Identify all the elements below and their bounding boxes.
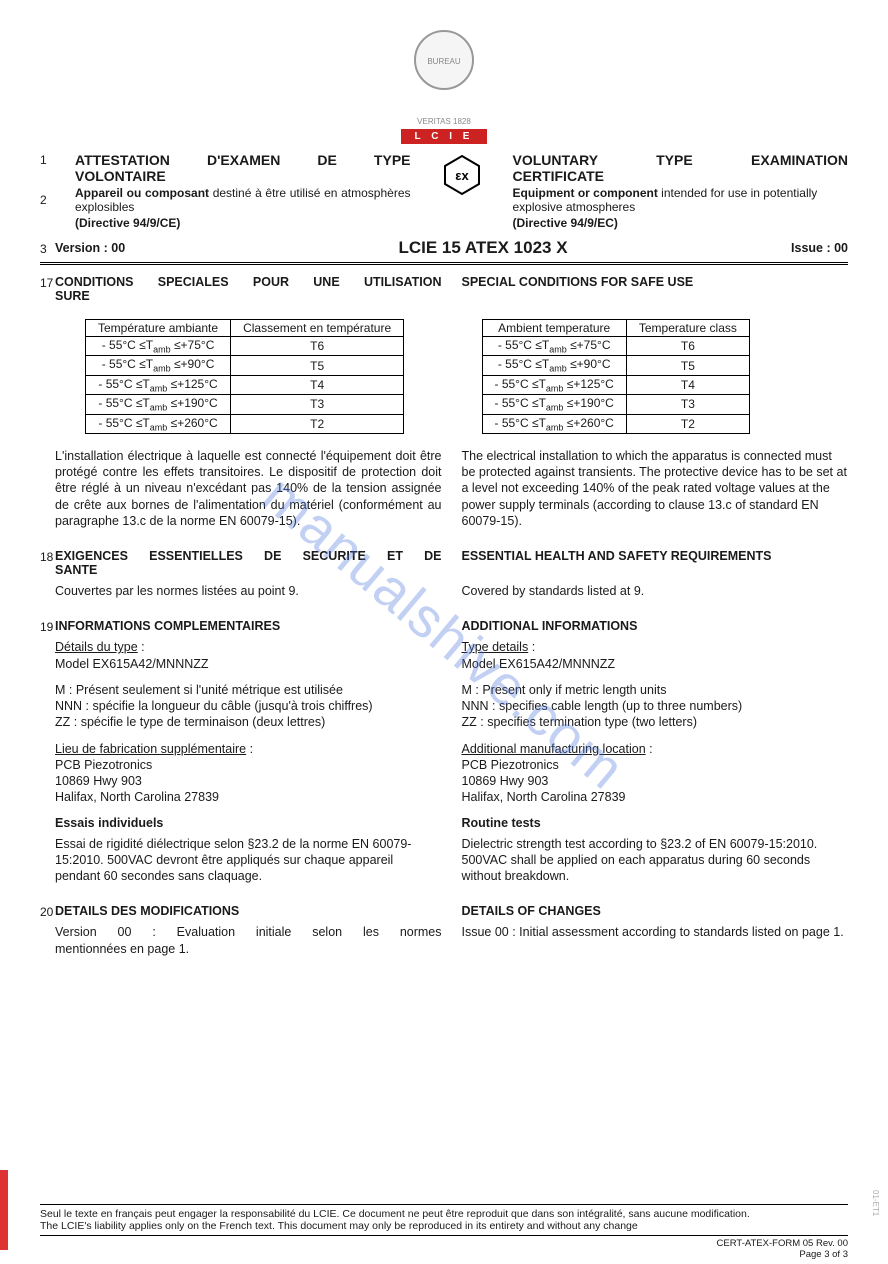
header-block: 1 ATTESTATION D'EXAMEN DE TYPE VOLONTAIR…	[40, 152, 848, 230]
header-en: VOLUNTARY TYPE EXAMINATION CERTIFICATE E…	[503, 152, 849, 230]
num-19: 19	[40, 619, 55, 634]
s18-title-en: ESSENTIAL HEALTH AND SAFETY REQUIREMENTS	[462, 549, 849, 563]
version-fr: Version : 00	[55, 241, 175, 255]
ex-icon: εx	[441, 154, 483, 196]
footer-line2: The LCIE's liability applies only on the…	[40, 1220, 848, 1232]
footer-meta: CERT-ATEX-FORM 05 Rev. 00 Page 3 of 3	[717, 1238, 848, 1260]
tests-para-en: Dielectric strength test according to §2…	[462, 836, 849, 885]
subtitle-fr: Appareil ou composant destiné à être uti…	[75, 186, 411, 214]
tests-title-fr: Essais individuels	[55, 816, 442, 830]
footer: Seul le texte en français peut engager l…	[40, 1204, 848, 1236]
loc-label-fr: Lieu de fabrication supplémentaire	[55, 742, 246, 756]
row-num-2: 2	[40, 192, 55, 207]
s20-title-en: DETAILS OF CHANGES	[462, 904, 849, 918]
header-fr: ATTESTATION D'EXAMEN DE TYPE VOLONTAIRE …	[75, 152, 421, 230]
tests-title-en: Routine tests	[462, 816, 849, 830]
num-20: 20	[40, 904, 55, 919]
type-label-fr: Détails du type	[55, 640, 138, 654]
svg-text:εx: εx	[455, 168, 469, 183]
s17-fr: CONDITIONS SPECIALES POUR UNE UTILISATIO…	[55, 275, 442, 539]
issue-en: Issue : 00	[791, 241, 848, 255]
bv-logo: BUREAU VERITAS 1828	[414, 30, 474, 90]
type-label-en: Type details	[462, 640, 529, 654]
cert-number: LCIE 15 ATEX 1023 X	[175, 238, 791, 258]
s17-en: SPECIAL CONDITIONS FOR SAFE USE Ambient …	[462, 275, 849, 539]
model-en: Model EX615A42/MNNNZZ	[462, 657, 616, 671]
section-19: 19 INFORMATIONS COMPLEMENTAIRES Détails …	[40, 619, 848, 894]
s18-title-fr: EXIGENCES ESSENTIELLES DE SECURITE ET DE	[55, 549, 442, 563]
s20-title-fr: DETAILS DES MODIFICATIONS	[55, 904, 442, 918]
s18-para-en: Covered by standards listed at 9.	[462, 583, 849, 599]
title-en-line2: CERTIFICATE	[513, 168, 849, 184]
version-row: 3 Version : 00 LCIE 15 ATEX 1023 X Issue…	[40, 238, 848, 265]
num-18: 18	[40, 549, 55, 564]
title-fr-line1: ATTESTATION D'EXAMEN DE TYPE	[75, 152, 411, 168]
title-en-line1: VOLUNTARY TYPE EXAMINATION	[513, 152, 849, 168]
title-fr-line2: VOLONTAIRE	[75, 168, 411, 184]
directive-fr: (Directive 94/9/CE)	[75, 216, 411, 230]
s18-para-fr: Couvertes par les normes listées au poin…	[55, 583, 442, 599]
section-20: 20 DETAILS DES MODIFICATIONS Version 00 …	[40, 904, 848, 967]
temp-table-en: Ambient temperatureTemperature class - 5…	[482, 319, 750, 434]
subtitle-en: Equipment or component intended for use …	[513, 186, 849, 214]
section-17: 17 CONDITIONS SPECIALES POUR UNE UTILISA…	[40, 275, 848, 539]
s20-para-en: Issue 00 : Initial assessment according …	[462, 924, 849, 940]
section-18: 18 EXIGENCES ESSENTIELLES DE SECURITE ET…	[40, 549, 848, 609]
directive-en: (Directive 94/9/EC)	[513, 216, 849, 230]
s19-title-en: ADDITIONAL INFORMATIONS	[462, 619, 849, 633]
red-tab	[0, 1170, 8, 1250]
s17-para-fr: L'installation électrique à laquelle est…	[55, 448, 442, 529]
s19-title-fr: INFORMATIONS COMPLEMENTAIRES	[55, 619, 442, 633]
num-17: 17	[40, 275, 55, 290]
s17-title-en: SPECIAL CONDITIONS FOR SAFE USE	[462, 275, 849, 289]
s17-title-fr: CONDITIONS SPECIALES POUR UNE UTILISATIO…	[55, 275, 442, 289]
row-num-1: 1	[40, 152, 55, 167]
footer-line1: Seul le texte en français peut engager l…	[40, 1208, 848, 1220]
s20-para-fr: Version 00 : Evaluation initiale selon l…	[55, 924, 442, 940]
s17-para-en: The electrical installation to which the…	[462, 448, 849, 529]
temp-table-fr: Température ambianteClassement en tempér…	[85, 319, 404, 434]
tests-para-fr: Essai de rigidité diélectrique selon §23…	[55, 836, 442, 885]
model-fr: Model EX615A42/MNNNZZ	[55, 657, 209, 671]
logo-area: BUREAU VERITAS 1828 L C I E	[40, 30, 848, 144]
loc-label-en: Additional manufacturing location	[462, 742, 646, 756]
side-code: 01-ET1	[871, 1190, 880, 1216]
row-num-3: 3	[40, 241, 55, 256]
